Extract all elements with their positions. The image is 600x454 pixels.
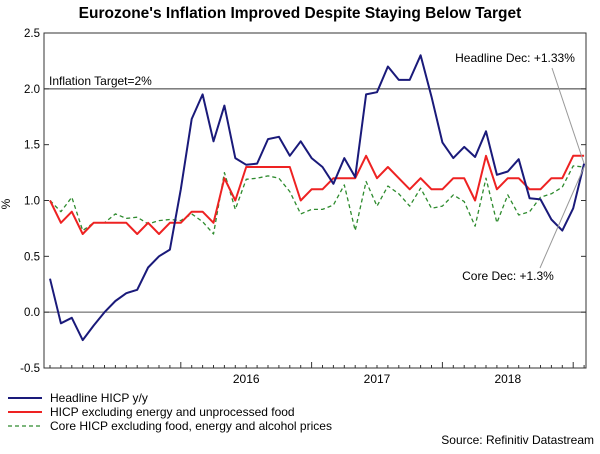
series-line-0 — [49, 54, 586, 342]
chart-title: Eurozone's Inflation Improved Despite St… — [79, 5, 522, 22]
y-tick-label: 0.5 — [24, 251, 40, 263]
legend-label: HICP excluding energy and unprocessed fo… — [50, 405, 295, 419]
target-label: Inflation Target=2% — [49, 74, 152, 88]
y-tick-label: 0.0 — [24, 307, 40, 319]
y-axis-label: % — [0, 198, 13, 209]
y-tick-label: -0.5 — [20, 363, 40, 375]
y-tick-label: 2.0 — [24, 84, 40, 96]
legend-label: Core HICP excluding food, energy and alc… — [50, 419, 332, 433]
y-tick-label: 2.5 — [24, 28, 40, 40]
legend-label: Headline HICP y/y — [50, 391, 148, 405]
x-tick-label: 2017 — [364, 372, 391, 386]
x-tick-label: 2016 — [233, 372, 260, 386]
y-tick-label: 1.5 — [24, 140, 40, 152]
series-line-2 — [49, 165, 585, 235]
x-tick-label: 2018 — [494, 372, 521, 386]
annotation-leader — [551, 67, 585, 164]
annotation-label: Headline Dec: +1.33% — [455, 51, 575, 65]
y-tick-label: 1.0 — [24, 196, 40, 208]
annotation-label: Core Dec: +1.3% — [462, 269, 554, 283]
annotation-leader — [539, 166, 585, 269]
source-note: Source: Refinitiv Datastream — [441, 433, 594, 447]
series-line-1 — [49, 154, 585, 235]
